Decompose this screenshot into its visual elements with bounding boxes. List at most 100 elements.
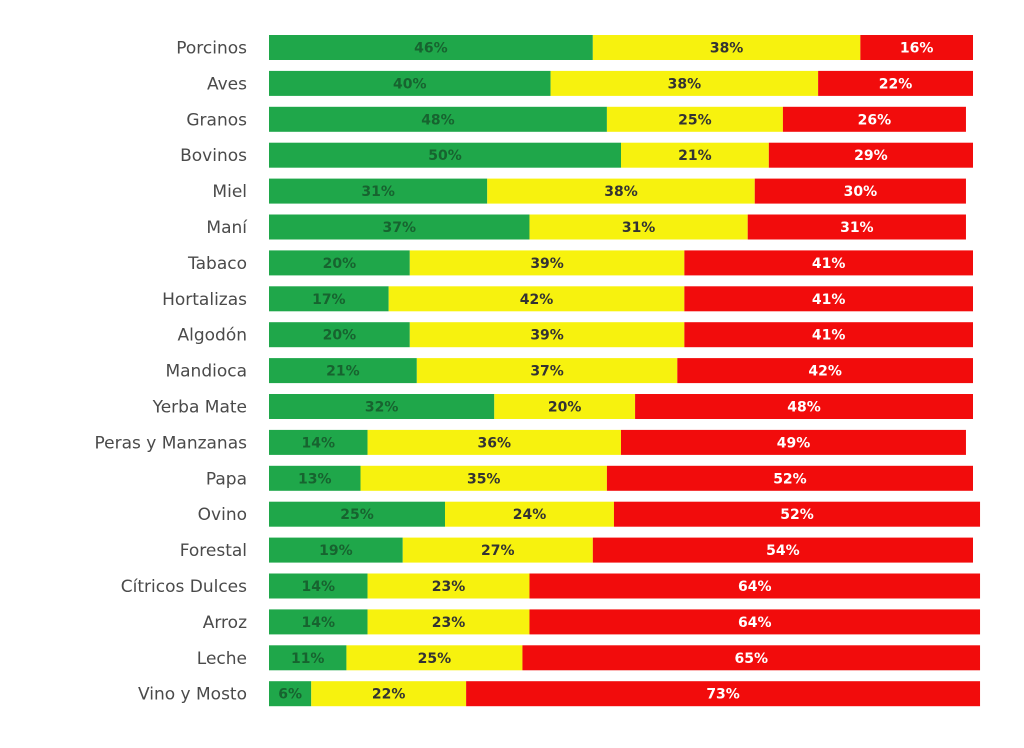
bar-segment-vino-y-mosto-yellow xyxy=(311,681,467,707)
bar-segment-miel-red xyxy=(754,178,966,204)
bar-segment-aves-red xyxy=(818,70,973,96)
value-label-vino-y-mosto-red: 73% xyxy=(706,687,740,703)
value-label-porcinos-green: 46% xyxy=(414,41,448,57)
bar-segment-ovino-green xyxy=(269,501,445,527)
category-label-leche: Leche xyxy=(197,649,247,669)
value-label-porcinos-yellow: 38% xyxy=(710,41,744,57)
value-label-peras-y-manzanas-red: 49% xyxy=(777,435,811,451)
value-label-mani-red: 31% xyxy=(840,220,874,236)
value-label-ovino-yellow: 24% xyxy=(513,507,547,523)
category-label-citricos-dulces: Cítricos Dulces xyxy=(121,577,247,597)
value-label-citricos-dulces-green: 14% xyxy=(302,579,336,595)
bar-segment-bovinos-yellow xyxy=(621,142,769,168)
bar-segment-peras-y-manzanas-red xyxy=(621,429,966,455)
bar-segment-yerba-mate-green xyxy=(269,394,495,419)
value-label-mandioca-green: 21% xyxy=(326,364,360,380)
bar-segment-forestal-yellow xyxy=(402,537,593,563)
category-label-hortalizas: Hortalizas xyxy=(162,290,247,310)
value-label-vino-y-mosto-yellow: 22% xyxy=(372,687,406,703)
value-label-forestal-green: 19% xyxy=(319,543,353,559)
bar-segment-aves-green xyxy=(269,70,551,96)
category-label-arroz: Arroz xyxy=(203,613,247,633)
category-label-bovinos: Bovinos xyxy=(180,146,247,166)
value-label-mandioca-yellow: 37% xyxy=(530,364,564,380)
value-label-arroz-green: 14% xyxy=(302,615,336,631)
bar-segment-tabaco-red xyxy=(684,250,973,276)
value-label-ovino-red: 52% xyxy=(780,507,814,523)
value-label-ovino-green: 25% xyxy=(340,507,374,523)
category-label-mandioca: Mandioca xyxy=(165,362,247,382)
bar-segment-hortalizas-green xyxy=(269,286,389,312)
bar-segment-ovino-red xyxy=(613,501,981,527)
bar-segment-algodon-yellow xyxy=(409,322,685,348)
value-label-citricos-dulces-red: 64% xyxy=(738,579,772,595)
value-label-bovinos-yellow: 21% xyxy=(678,148,712,164)
bar-segment-citricos-dulces-red xyxy=(529,573,981,599)
bar-segment-peras-y-manzanas-yellow xyxy=(367,429,621,455)
bar-segment-papa-yellow xyxy=(360,465,607,491)
value-label-mani-yellow: 31% xyxy=(622,220,656,236)
category-label-mani: Maní xyxy=(206,218,248,238)
bar-segment-miel-yellow xyxy=(487,178,755,204)
category-label-miel: Miel xyxy=(212,182,247,202)
value-label-aves-green: 40% xyxy=(393,76,427,92)
bar-segment-arroz-red xyxy=(529,609,981,635)
bar-segment-mani-red xyxy=(747,214,966,240)
category-label-algodon: Algodón xyxy=(177,326,247,346)
value-label-tabaco-red: 41% xyxy=(812,256,846,272)
value-label-leche-green: 11% xyxy=(291,651,325,667)
bar-segment-bovinos-green xyxy=(269,142,621,168)
value-label-peras-y-manzanas-yellow: 36% xyxy=(478,435,512,451)
bar-segment-hortalizas-yellow xyxy=(388,286,685,312)
bar-segment-arroz-green xyxy=(269,609,368,635)
value-label-leche-yellow: 25% xyxy=(418,651,452,667)
category-label-papa: Papa xyxy=(206,469,247,489)
bar-segment-algodon-green xyxy=(269,322,410,348)
bar-segment-vino-y-mosto-red xyxy=(466,681,981,707)
value-label-tabaco-yellow: 39% xyxy=(530,256,564,272)
bar-segment-granos-red xyxy=(782,106,966,132)
value-label-bovinos-red: 29% xyxy=(854,148,888,164)
bar-segment-algodon-red xyxy=(684,322,973,348)
bar-segment-citricos-dulces-green xyxy=(269,573,368,599)
value-label-forestal-red: 54% xyxy=(766,543,800,559)
bar-segment-papa-green xyxy=(269,465,361,491)
bar-segment-forestal-red xyxy=(592,537,973,563)
category-label-vino-y-mosto: Vino y Mosto xyxy=(138,685,247,705)
bar-segment-papa-red xyxy=(606,465,973,491)
value-label-algodon-yellow: 39% xyxy=(530,328,564,344)
value-label-papa-green: 13% xyxy=(298,471,332,487)
value-label-tabaco-green: 20% xyxy=(323,256,357,272)
category-label-tabaco: Tabaco xyxy=(187,254,247,274)
bar-segment-yerba-mate-red xyxy=(635,394,973,419)
value-label-aves-red: 22% xyxy=(879,76,913,92)
value-label-arroz-red: 64% xyxy=(738,615,772,631)
bar-segment-mandioca-yellow xyxy=(416,358,678,384)
bar-segment-mandioca-red xyxy=(677,358,973,384)
bar-segment-granos-yellow xyxy=(606,106,783,132)
bar-segment-hortalizas-red xyxy=(684,286,973,312)
bar-segment-mani-yellow xyxy=(529,214,748,240)
value-label-porcinos-red: 16% xyxy=(900,41,934,57)
bar-segment-citricos-dulces-yellow xyxy=(367,573,530,599)
bar-segment-bovinos-red xyxy=(768,142,973,168)
bar-segment-leche-red xyxy=(522,645,981,671)
value-label-miel-green: 31% xyxy=(361,184,395,200)
value-label-miel-yellow: 38% xyxy=(604,184,638,200)
value-label-algodon-red: 41% xyxy=(812,328,846,344)
category-label-porcinos: Porcinos xyxy=(176,39,247,59)
category-label-granos: Granos xyxy=(186,110,247,130)
bar-segment-mandioca-green xyxy=(269,358,417,384)
value-label-yerba-mate-yellow: 20% xyxy=(548,400,582,416)
category-label-ovino: Ovino xyxy=(198,505,247,525)
value-label-granos-green: 48% xyxy=(421,112,455,128)
category-label-forestal: Forestal xyxy=(180,541,247,561)
value-label-hortalizas-red: 41% xyxy=(812,292,846,308)
value-label-papa-red: 52% xyxy=(773,471,807,487)
value-label-peras-y-manzanas-green: 14% xyxy=(302,435,336,451)
category-label-peras-y-manzanas: Peras y Manzanas xyxy=(95,433,248,453)
value-label-hortalizas-yellow: 42% xyxy=(520,292,554,308)
bar-segment-aves-yellow xyxy=(550,70,819,96)
value-label-algodon-green: 20% xyxy=(323,328,357,344)
